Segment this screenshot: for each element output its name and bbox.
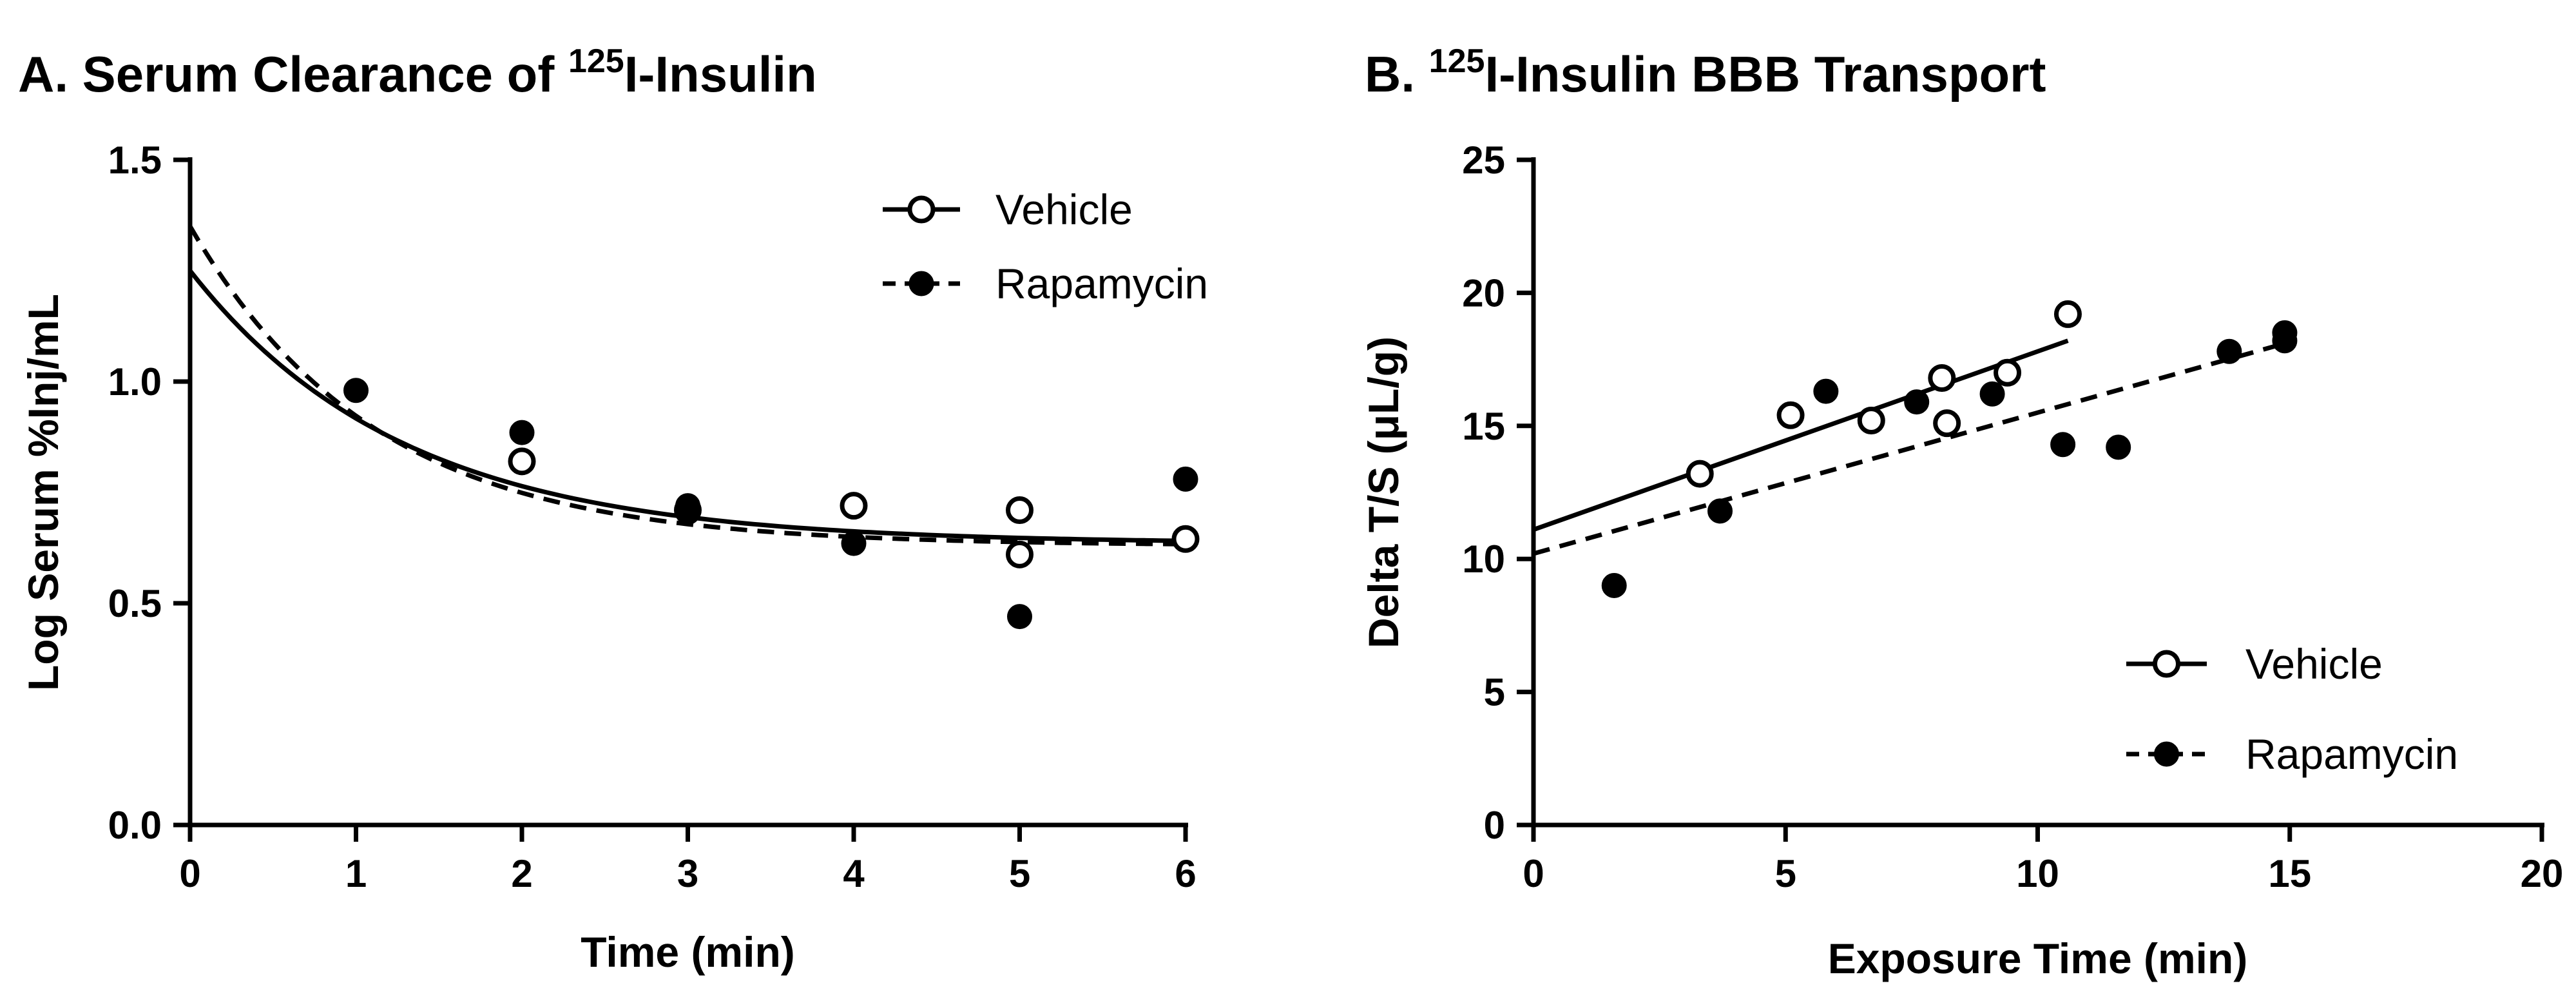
panel-b-title-text: B. — [1365, 46, 1429, 102]
data-point-rapamycin — [1173, 466, 1198, 492]
data-point-rapamycin — [675, 500, 700, 525]
y-tick-label: 1.0 — [108, 360, 162, 403]
data-point-vehicle — [1994, 358, 2022, 387]
legend-marker-rapamycin — [908, 271, 934, 296]
data-point-rapamycin — [2216, 338, 2242, 364]
data-point-rapamycin — [1813, 378, 1839, 404]
x-tick-label: 6 — [1175, 852, 1196, 895]
legend: Vehicle Rapamycin — [883, 186, 1208, 307]
y-tick-label: 0 — [1484, 804, 1505, 847]
x-tick-label: 15 — [2268, 852, 2311, 895]
panel-a: 0 1 2 3 4 5 6 0.0 0.5 1.0 1.5 Time (min) Log Serum %… — [19, 139, 1208, 976]
data-point-vehicle — [1928, 364, 1956, 392]
x-tick-label: 5 — [1775, 852, 1796, 895]
data-point-vehicle — [840, 492, 868, 520]
panel-b: 0 5 10 15 20 0 5 10 15 20 25 Exposure Time (min) Del… — [1360, 139, 2563, 982]
data-point-rapamycin — [2050, 432, 2076, 458]
x-tick-label: 20 — [2521, 852, 2564, 895]
x-tick-label: 10 — [2016, 852, 2059, 895]
x-tick-label: 2 — [511, 852, 532, 895]
legend-marker-rapamycin — [2154, 741, 2179, 767]
y-tick-label: 5 — [1484, 671, 1505, 714]
x-tick-label: 4 — [843, 852, 865, 895]
data-point-vehicle — [1933, 409, 1961, 438]
panel-a-title-text-end: I-Insulin — [624, 46, 817, 102]
panel-b-title: B. 125I-Insulin BBB Transport — [1365, 43, 2046, 102]
panel-a-title-text: A. Serum Clearance of — [18, 46, 568, 102]
y-tick-label: 0.5 — [108, 582, 162, 625]
legend-label-vehicle: Vehicle — [2245, 640, 2383, 688]
data-point-vehicle — [508, 447, 536, 476]
x-tick-label: 0 — [1523, 852, 1544, 895]
data-point-rapamycin — [841, 530, 867, 556]
data-point-rapamycin — [1904, 389, 1930, 415]
fit-line-rapamycin — [1533, 341, 2285, 556]
data-point-vehicle — [1006, 540, 1033, 568]
x-axis-label: Time (min) — [581, 928, 794, 976]
panel-a-title-superscript: 125 — [568, 43, 624, 80]
x-axis-label: Exposure Time (min) — [1828, 935, 2248, 982]
x-tick-label: 3 — [677, 852, 698, 895]
panel-b-title-superscript: 125 — [1429, 43, 1485, 80]
legend: Vehicle Rapamycin — [2126, 640, 2458, 778]
panel-b-title-text-end: I-Insulin BBB Transport — [1485, 46, 2046, 102]
legend-label-rapamycin: Rapamycin — [2245, 730, 2458, 778]
data-point-vehicle — [1857, 407, 1885, 435]
x-tick-label: 5 — [1009, 852, 1030, 895]
y-tick-label: 10 — [1462, 538, 1505, 581]
legend-label-rapamycin: Rapamycin — [995, 260, 1208, 307]
data-point-vehicle — [1171, 525, 1200, 553]
data-point-rapamycin — [1601, 572, 1627, 598]
y-tick-label: 0.0 — [108, 804, 162, 847]
y-axis-label: Delta T/S (μL/g) — [1360, 336, 1407, 648]
y-tick-label: 20 — [1462, 271, 1505, 315]
panel-a-title: A. Serum Clearance of 125I-Insulin — [18, 43, 817, 102]
x-tick-label: 1 — [345, 852, 367, 895]
legend-marker-vehicle — [2153, 650, 2180, 678]
data-point-rapamycin — [1007, 604, 1032, 630]
data-point-rapamycin — [2106, 434, 2131, 460]
data-point-vehicle — [1686, 460, 1714, 488]
y-tick-label: 15 — [1462, 405, 1505, 448]
fit-line-vehicle — [1532, 338, 2069, 532]
data-point-rapamycin — [1979, 381, 2005, 407]
y-axis-label: Log Serum %Inj/mL — [19, 294, 67, 691]
data-point-rapamycin — [509, 420, 535, 445]
data-point-rapamycin — [1707, 498, 1733, 524]
legend-marker-vehicle — [907, 195, 936, 224]
data-point-vehicle — [2053, 300, 2082, 328]
data-point-vehicle — [1006, 496, 1033, 525]
data-point-rapamycin — [2272, 328, 2298, 354]
data-point-rapamycin — [343, 378, 369, 403]
legend-label-vehicle: Vehicle — [995, 186, 1133, 233]
data-point-vehicle — [1776, 401, 1805, 429]
y-tick-label: 25 — [1462, 139, 1505, 182]
x-tick-label: 0 — [179, 852, 200, 895]
y-tick-label: 1.5 — [108, 139, 162, 182]
